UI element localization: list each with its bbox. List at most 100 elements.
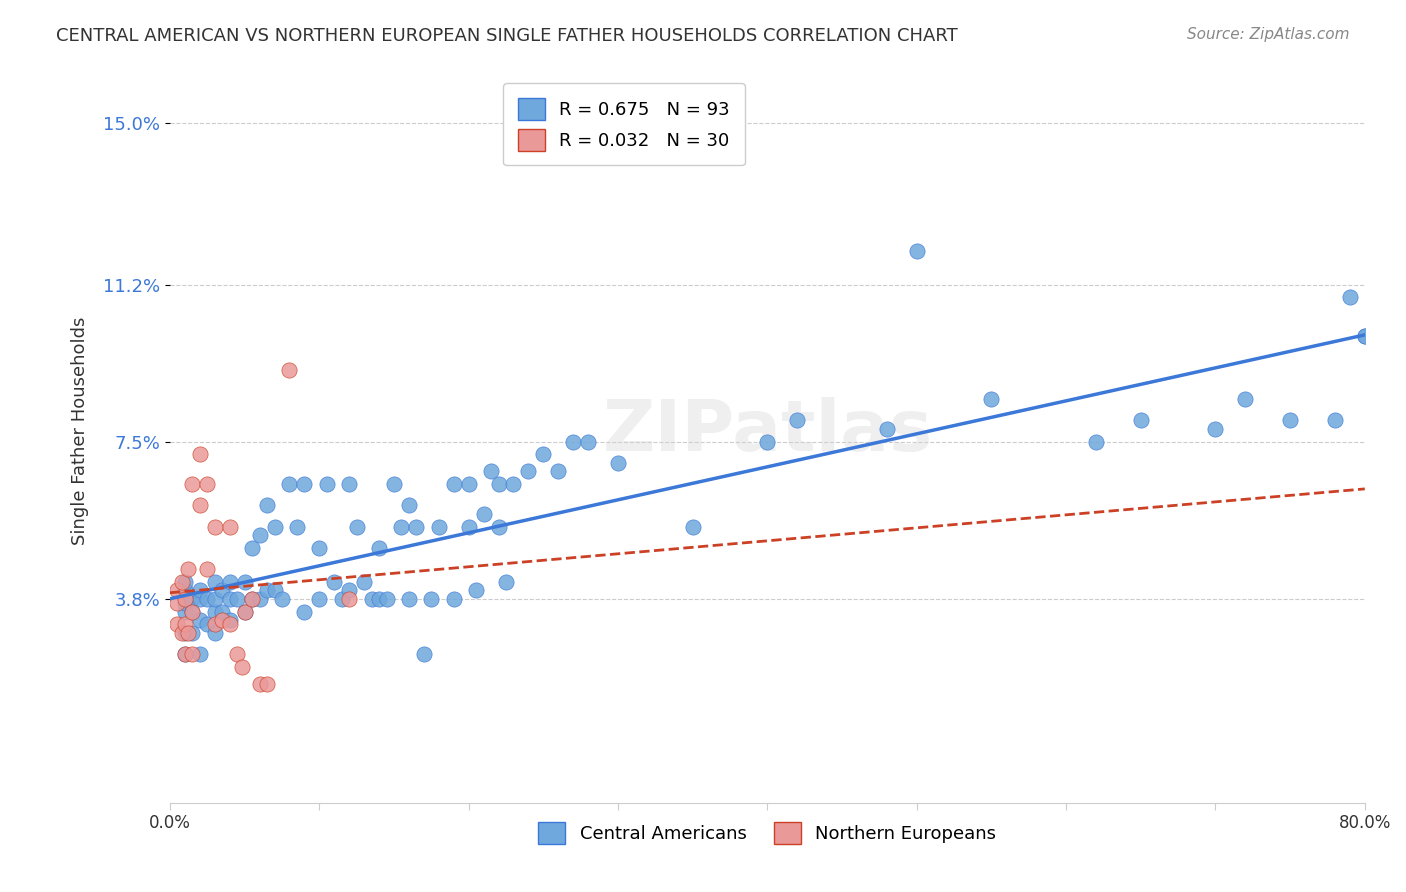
Point xyxy=(1084,434,1107,449)
Point xyxy=(204,605,226,619)
Point xyxy=(195,591,218,606)
Point xyxy=(876,422,898,436)
Point xyxy=(240,591,263,606)
Point xyxy=(218,591,240,606)
Point xyxy=(488,519,510,533)
Point xyxy=(346,519,368,533)
Point xyxy=(174,625,197,640)
Point xyxy=(405,519,427,533)
Point xyxy=(472,507,495,521)
Point xyxy=(218,519,240,533)
Point xyxy=(218,574,240,589)
Point xyxy=(1129,413,1152,427)
Point xyxy=(174,647,197,661)
Point xyxy=(308,591,330,606)
Point xyxy=(211,613,233,627)
Point xyxy=(292,477,315,491)
Point xyxy=(531,447,554,461)
Point xyxy=(240,591,263,606)
Point xyxy=(181,605,204,619)
Point xyxy=(218,613,240,627)
Point xyxy=(226,647,249,661)
Point xyxy=(292,605,315,619)
Point xyxy=(218,617,240,632)
Point xyxy=(980,392,1002,407)
Point xyxy=(256,676,278,690)
Point xyxy=(457,477,479,491)
Point xyxy=(233,605,256,619)
Point xyxy=(188,613,211,627)
Point xyxy=(323,574,346,589)
Legend: R = 0.675   N = 93, R = 0.032   N = 30: R = 0.675 N = 93, R = 0.032 N = 30 xyxy=(503,84,745,165)
Point xyxy=(166,596,188,610)
Point xyxy=(465,583,488,598)
Point xyxy=(457,519,479,533)
Point xyxy=(204,617,226,632)
Point xyxy=(271,591,294,606)
Point xyxy=(174,583,197,598)
Point xyxy=(337,591,360,606)
Point xyxy=(278,477,301,491)
Point xyxy=(368,591,391,606)
Point xyxy=(786,413,808,427)
Point xyxy=(391,519,413,533)
Point xyxy=(420,591,443,606)
Point xyxy=(517,465,540,479)
Point xyxy=(174,591,197,606)
Point xyxy=(174,596,197,610)
Point xyxy=(249,591,271,606)
Point xyxy=(211,605,233,619)
Point xyxy=(174,574,197,589)
Point xyxy=(240,541,263,555)
Point xyxy=(174,605,197,619)
Point xyxy=(368,541,391,555)
Point xyxy=(412,647,434,661)
Point xyxy=(547,465,569,479)
Point xyxy=(1339,290,1361,304)
Point xyxy=(443,591,465,606)
Point xyxy=(607,456,630,470)
Text: CENTRAL AMERICAN VS NORTHERN EUROPEAN SINGLE FATHER HOUSEHOLDS CORRELATION CHART: CENTRAL AMERICAN VS NORTHERN EUROPEAN SI… xyxy=(56,27,957,45)
Point xyxy=(249,528,271,542)
Point xyxy=(1234,392,1257,407)
Point xyxy=(479,465,502,479)
Point xyxy=(1354,328,1376,343)
Point xyxy=(495,574,517,589)
Point xyxy=(181,591,204,606)
Point xyxy=(278,362,301,376)
Point xyxy=(211,583,233,598)
Point xyxy=(195,477,218,491)
Point xyxy=(427,519,450,533)
Point xyxy=(682,519,704,533)
Text: Source: ZipAtlas.com: Source: ZipAtlas.com xyxy=(1187,27,1350,42)
Point xyxy=(382,477,405,491)
Point xyxy=(226,591,249,606)
Point xyxy=(166,583,188,598)
Point xyxy=(188,583,211,598)
Point xyxy=(256,583,278,598)
Point xyxy=(263,583,285,598)
Point xyxy=(181,477,204,491)
Point xyxy=(174,647,197,661)
Point xyxy=(576,434,599,449)
Point xyxy=(188,499,211,513)
Point xyxy=(443,477,465,491)
Point xyxy=(181,605,204,619)
Point xyxy=(1354,328,1376,343)
Point xyxy=(315,477,337,491)
Point xyxy=(181,625,204,640)
Point xyxy=(1323,413,1346,427)
Point xyxy=(170,574,193,589)
Point xyxy=(756,434,779,449)
Point xyxy=(398,591,420,606)
Point xyxy=(233,605,256,619)
Point xyxy=(181,647,204,661)
Point xyxy=(398,499,420,513)
Point xyxy=(337,583,360,598)
Point xyxy=(256,499,278,513)
Point xyxy=(231,659,253,673)
Point xyxy=(177,625,200,640)
Point xyxy=(1279,413,1302,427)
Y-axis label: Single Father Households: Single Father Households xyxy=(72,317,89,545)
Point xyxy=(502,477,524,491)
